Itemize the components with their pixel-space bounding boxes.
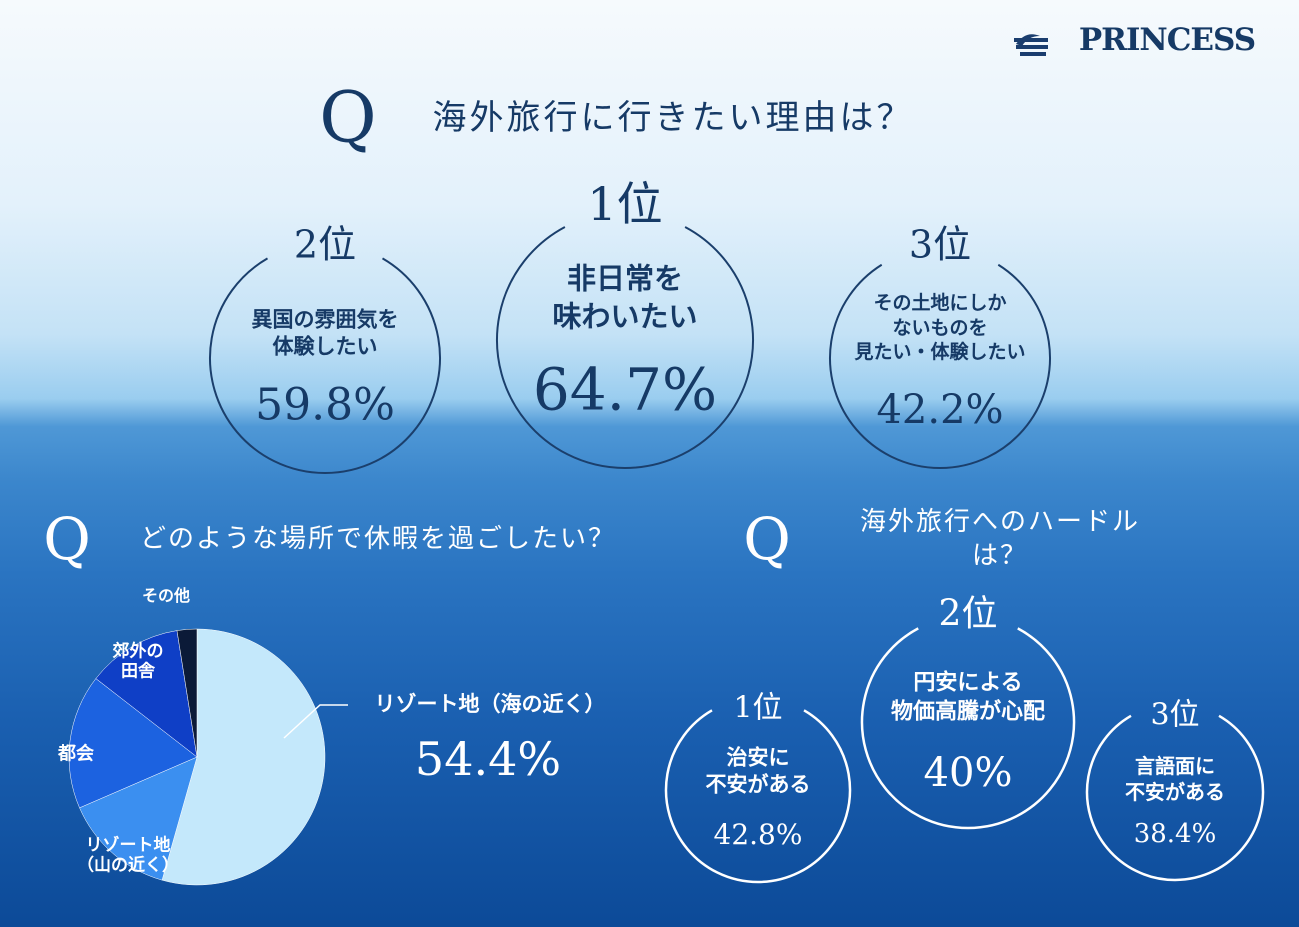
hurdle: 言語面に 不安がある — [1125, 754, 1225, 804]
logo: PRINCESS — [1078, 21, 1256, 58]
slice-label: リゾート地（海の近く） — [374, 690, 606, 716]
slice-label: 都会 — [58, 743, 94, 765]
question: 海外旅行へのハードルは？ — [859, 507, 1140, 571]
slice-label: 郊外の 田舎 — [112, 641, 164, 681]
pie-slice — [161, 628, 326, 886]
question: どのような場所で休暇を過ごしたい？ — [139, 524, 617, 555]
rank: 3位 — [908, 222, 972, 267]
reason: 非日常を 味わいたい — [552, 261, 698, 333]
percentage: 42.8% — [713, 817, 803, 851]
q-mark: Q — [743, 505, 791, 574]
pie-slice — [68, 678, 198, 809]
rank: 2位 — [938, 593, 998, 635]
hurdle: 治安に 不安がある — [705, 744, 811, 797]
ring — [829, 263, 1051, 469]
reason: その土地にしか ないものを 見たい・体験したい — [854, 291, 1026, 364]
value-label: 54.4% — [414, 732, 562, 787]
ring — [496, 226, 754, 469]
rank: 2位 — [293, 222, 357, 267]
ring — [209, 257, 441, 474]
pie-slice — [95, 630, 198, 758]
percentage: 64.7% — [532, 355, 718, 424]
rank: 1位 — [733, 690, 783, 726]
hurdle: 円安による 物価高騰が心配 — [890, 669, 1046, 724]
rank: 1位 — [587, 177, 663, 232]
percentage: 42.2% — [876, 387, 1004, 433]
slice-label: その他 — [141, 585, 191, 605]
q-mark: Q — [319, 76, 377, 159]
ring — [664, 709, 852, 884]
leader-line — [283, 704, 348, 739]
percentage: 59.8% — [255, 379, 395, 431]
question: 海外旅行に行きたい理由は？ — [432, 97, 914, 138]
pie-slice — [176, 628, 198, 758]
slice-label: リゾート地 （山の近く） — [77, 835, 179, 875]
logo-icon — [1014, 34, 1048, 56]
rank: 3位 — [1150, 697, 1200, 733]
pie-slice — [79, 756, 198, 881]
percentage: 38.4% — [1133, 819, 1217, 850]
percentage: 40% — [923, 750, 1013, 796]
reason: 異国の雰囲気を 体験したい — [251, 306, 399, 359]
ring — [860, 627, 1076, 830]
q-mark: Q — [43, 505, 91, 574]
ring — [1085, 714, 1265, 882]
